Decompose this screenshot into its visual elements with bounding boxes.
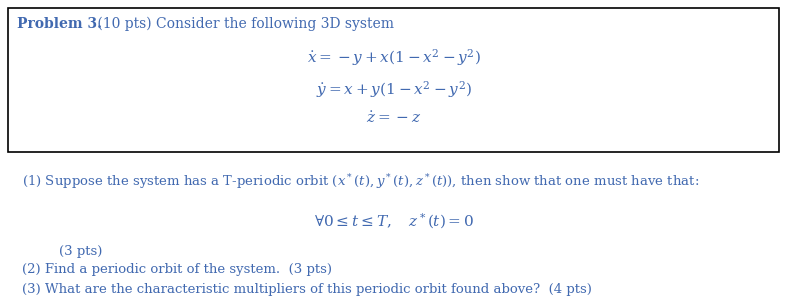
Text: $\dot{z} = -z$: $\dot{z} = -z$ [366,110,422,126]
Text: (10 pts) Consider the following 3D system: (10 pts) Consider the following 3D syste… [93,17,394,31]
Text: $\dot{y} = x + y(1 - x^2 - y^2)$: $\dot{y} = x + y(1 - x^2 - y^2)$ [316,79,472,100]
Text: (3) What are the characteristic multipliers of this periodic orbit found above? : (3) What are the characteristic multipli… [22,283,592,296]
FancyBboxPatch shape [8,8,779,152]
Text: $\dot{x} = -y + x(1 - x^2 - y^2)$: $\dot{x} = -y + x(1 - x^2 - y^2)$ [307,47,481,68]
Text: $\forall 0 \leq t \leq T, \quad z^*(t) = 0$: $\forall 0 \leq t \leq T, \quad z^*(t) =… [314,211,474,231]
Text: (3 pts): (3 pts) [59,245,102,258]
Text: (2) Find a periodic orbit of the system.  (3 pts): (2) Find a periodic orbit of the system.… [22,263,332,276]
Text: Problem 3.: Problem 3. [17,17,102,31]
Text: (1) Suppose the system has a T-periodic orbit $(x^*(t), y^*(t), z^*(t))$, then s: (1) Suppose the system has a T-periodic … [22,172,699,191]
